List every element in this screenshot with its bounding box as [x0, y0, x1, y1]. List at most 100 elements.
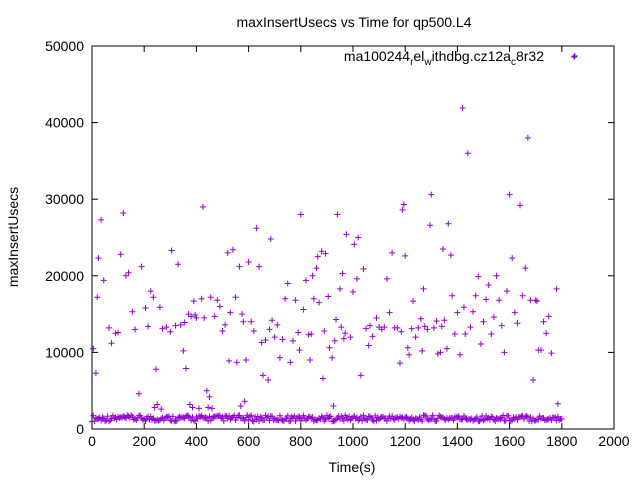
- data-point: [339, 270, 346, 277]
- data-point: [132, 326, 139, 333]
- data-point: [95, 255, 102, 262]
- legend-subscript: r: [410, 57, 414, 68]
- data-point: [296, 414, 303, 421]
- data-point-mark: [353, 275, 360, 282]
- data-point-mark: [253, 416, 260, 423]
- data-point-mark: [180, 414, 187, 421]
- data-point-mark: [451, 331, 458, 338]
- data-point-mark: [355, 234, 362, 241]
- data-point: [198, 295, 205, 302]
- data-point: [537, 347, 544, 354]
- data-point-mark: [477, 340, 484, 347]
- data-point-mark: [279, 417, 286, 424]
- data-point: [282, 415, 289, 422]
- data-point: [424, 326, 431, 333]
- data-point-mark: [232, 417, 239, 424]
- data-point-mark: [138, 263, 145, 270]
- data-point: [206, 393, 213, 400]
- data-point-mark: [143, 414, 150, 421]
- data-point-mark: [453, 413, 460, 420]
- data-point-mark: [175, 261, 182, 268]
- data-point-mark: [550, 414, 557, 421]
- data-point: [313, 265, 320, 272]
- data-point: [94, 294, 101, 301]
- data-point-mark: [571, 52, 578, 59]
- data-point: [325, 293, 332, 300]
- data-point-mark: [197, 413, 204, 420]
- data-point-mark: [434, 415, 441, 422]
- data-point-mark: [321, 327, 328, 334]
- data-point: [186, 414, 193, 421]
- data-point: [98, 216, 105, 223]
- data-point-mark: [218, 415, 225, 422]
- data-point-mark: [509, 255, 516, 262]
- data-point-mark: [211, 313, 218, 320]
- data-point-mark: [276, 354, 283, 361]
- data-point-mark: [189, 404, 196, 411]
- data-point-mark: [369, 416, 376, 423]
- data-point-mark: [313, 265, 320, 272]
- data-point: [219, 327, 226, 334]
- data-point-mark: [410, 298, 417, 305]
- data-point: [274, 321, 281, 328]
- data-point: [402, 252, 409, 259]
- data-point-mark: [145, 323, 152, 330]
- data-point-mark: [292, 418, 299, 425]
- data-point-mark: [196, 405, 203, 412]
- data-point-mark: [259, 372, 266, 379]
- data-point: [383, 275, 390, 282]
- data-point: [250, 327, 257, 334]
- data-point: [552, 414, 559, 421]
- data-point: [190, 417, 197, 424]
- data-point-mark: [245, 259, 252, 266]
- data-point-mark: [279, 336, 286, 343]
- data-point-mark: [262, 412, 269, 419]
- data-point-mark: [326, 414, 333, 421]
- data-point-mark: [236, 412, 243, 419]
- data-point-mark: [267, 236, 274, 243]
- data-point: [219, 413, 226, 420]
- data-point-mark: [306, 357, 313, 364]
- data-point-mark: [212, 413, 219, 420]
- data-point: [248, 318, 255, 325]
- data-point: [147, 288, 154, 295]
- data-point: [556, 417, 563, 424]
- data-point: [454, 309, 461, 316]
- data-point-mark: [441, 415, 448, 422]
- y-tick-label: 30000: [45, 191, 84, 207]
- data-point-mark: [274, 321, 281, 328]
- data-point-mark: [224, 249, 231, 256]
- data-point-mark: [111, 415, 118, 422]
- data-point-mark: [343, 231, 350, 238]
- data-point-mark: [289, 337, 296, 344]
- data-point: [188, 313, 195, 320]
- data-point-mark: [226, 357, 233, 364]
- data-point-mark: [203, 387, 210, 394]
- data-point-mark: [545, 313, 552, 320]
- data-point: [303, 277, 310, 284]
- data-point: [154, 416, 161, 423]
- data-point-mark: [283, 415, 290, 422]
- data-point: [262, 412, 269, 419]
- data-point: [527, 414, 534, 421]
- data-point: [329, 354, 336, 361]
- data-point-mark: [222, 321, 229, 328]
- data-point: [457, 351, 464, 358]
- data-point-mark: [417, 315, 424, 322]
- data-point-mark: [117, 251, 124, 258]
- data-point: [92, 370, 99, 377]
- data-point: [159, 325, 166, 332]
- data-point: [505, 412, 512, 419]
- data-point-mark: [249, 417, 256, 424]
- data-point: [507, 417, 514, 424]
- data-point-mark: [284, 280, 291, 287]
- data-point: [441, 317, 448, 324]
- data-point: [462, 331, 469, 338]
- data-point: [445, 416, 452, 423]
- data-point-mark: [389, 249, 396, 256]
- data-point: [300, 412, 307, 419]
- data-point-mark: [336, 285, 343, 292]
- data-point: [357, 372, 364, 379]
- data-point-mark: [398, 328, 405, 335]
- data-point: [105, 324, 112, 331]
